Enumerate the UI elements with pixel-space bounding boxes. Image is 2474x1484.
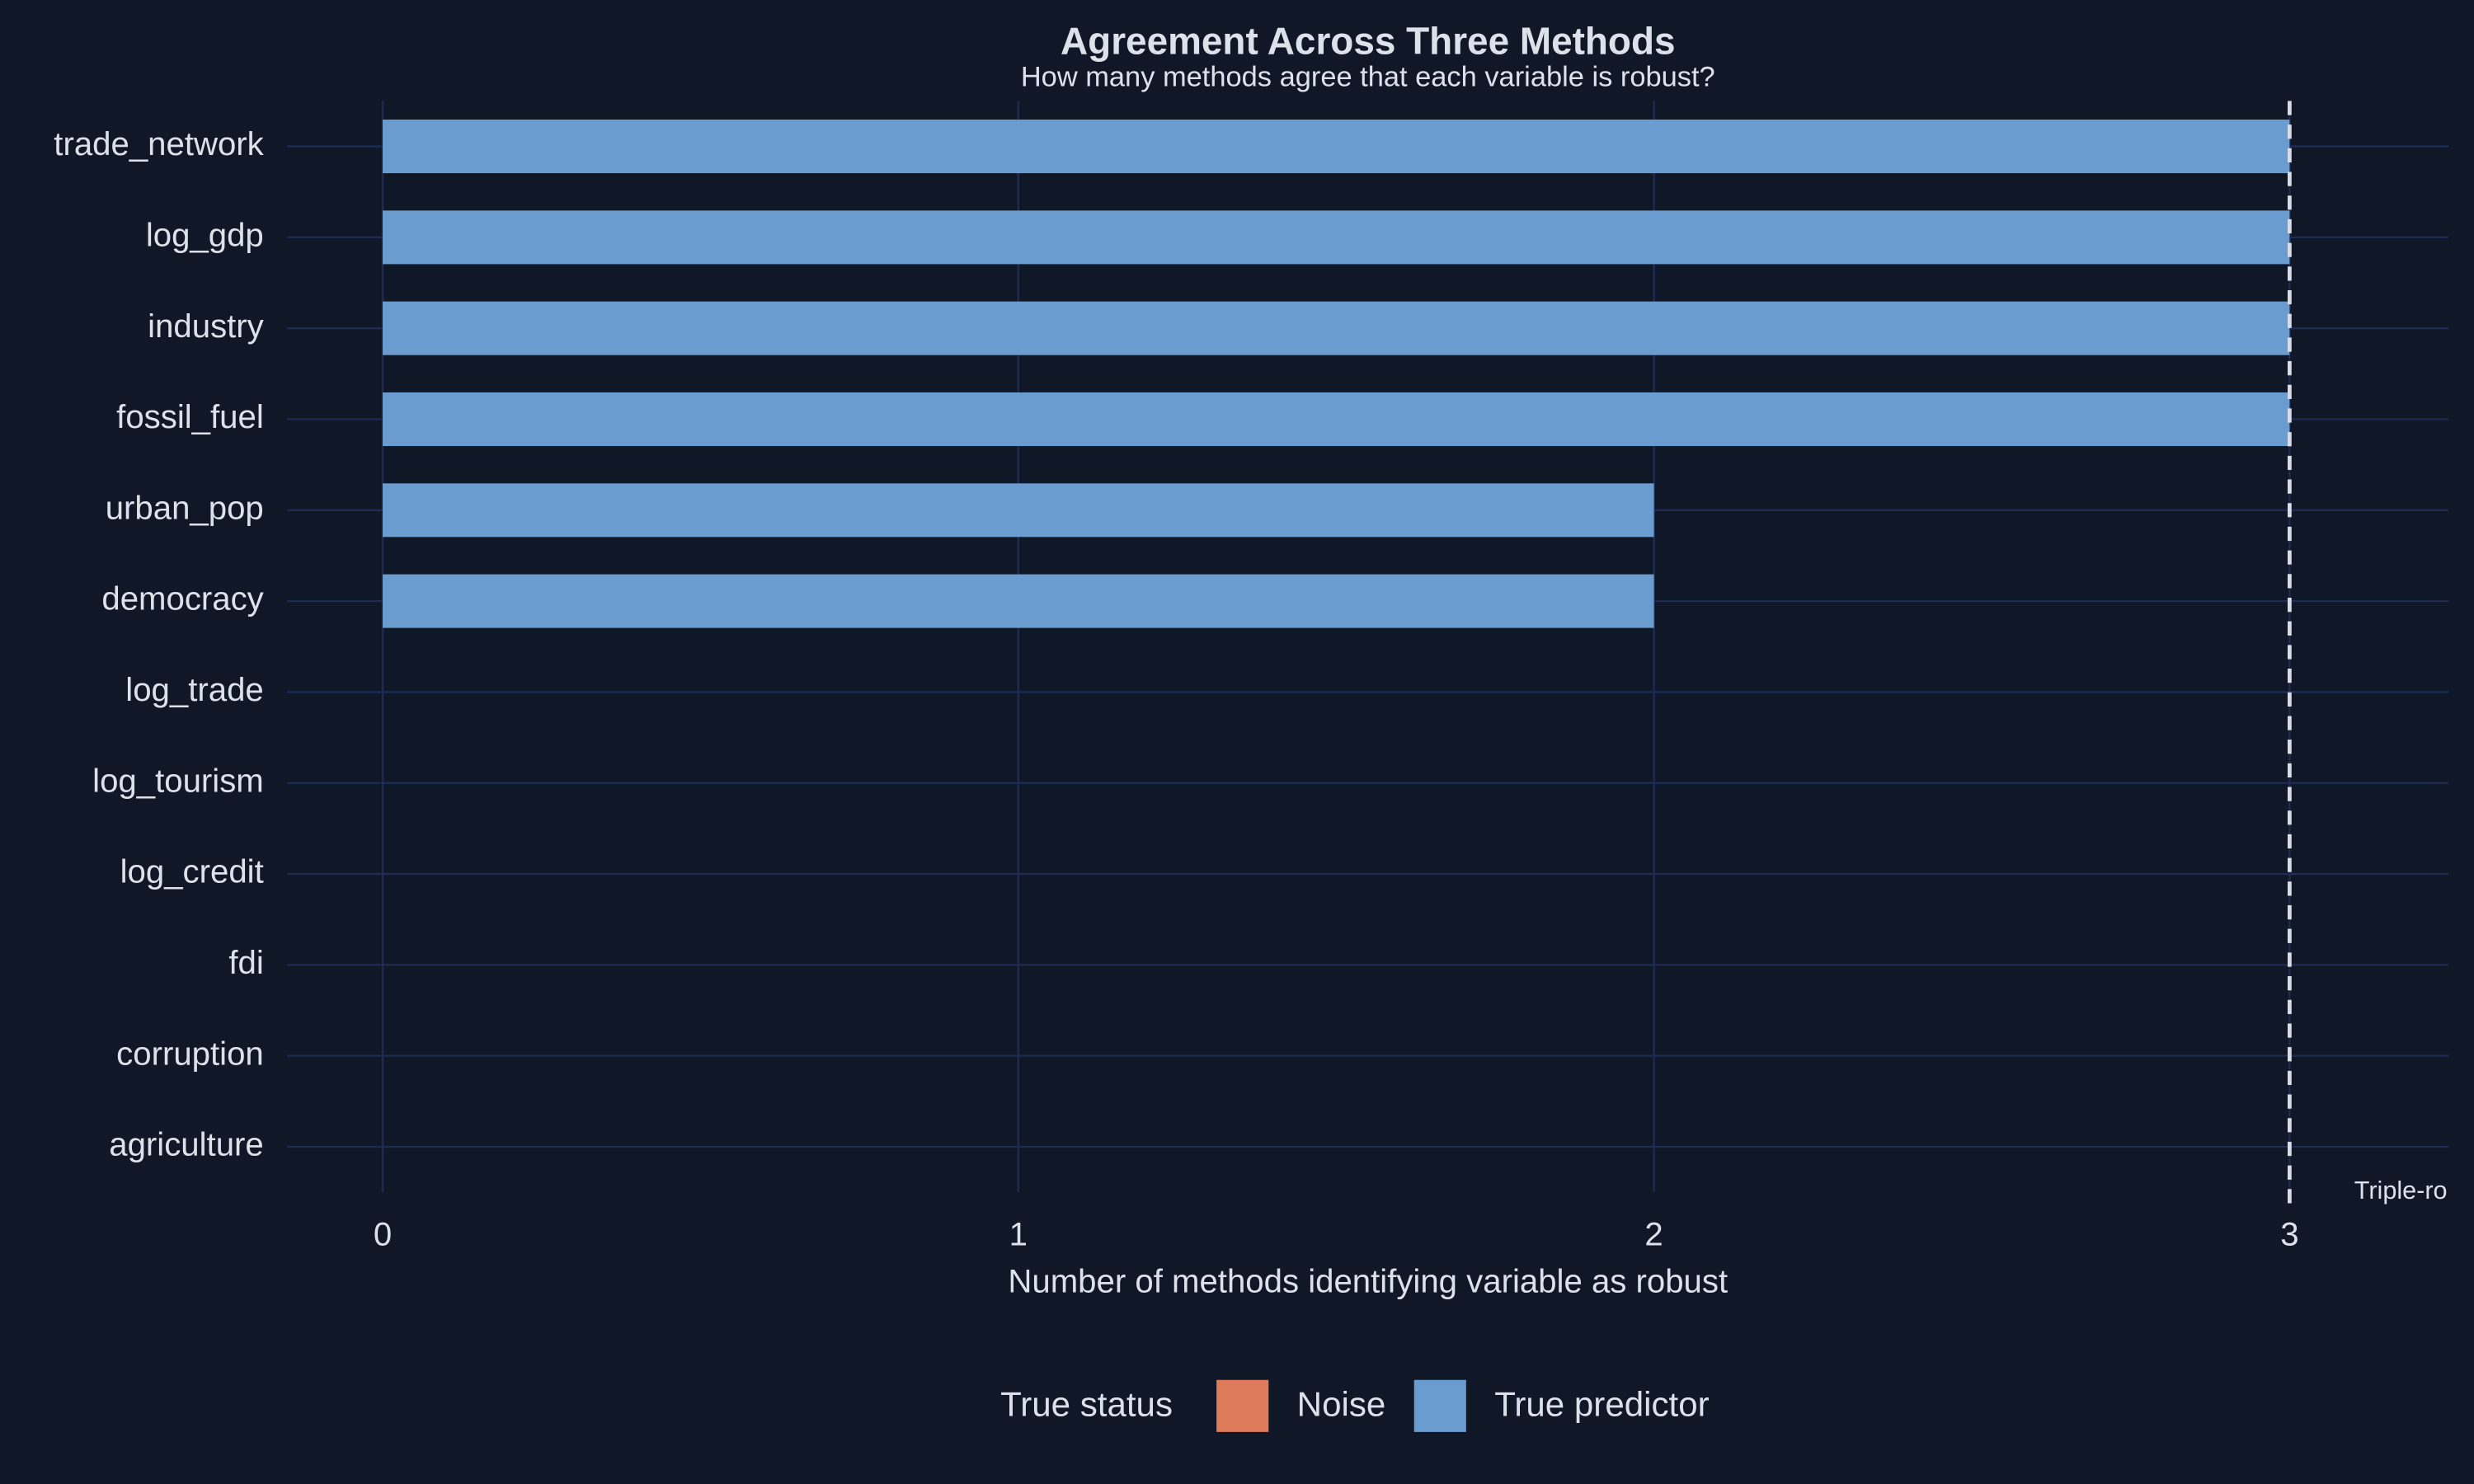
x-tick-label: 0 [374,1215,392,1252]
y-tick-label: industry [148,308,264,345]
legend-title: True status [1000,1384,1173,1423]
legend-swatch [1216,1379,1269,1432]
x-tick-label: 1 [1009,1215,1028,1252]
y-tick-label: log_credit [120,853,264,890]
bar [383,574,1654,628]
chart-subtitle: How many methods agree that each variabl… [1021,62,1715,93]
y-tick-label: fdi [228,944,263,981]
bar [383,483,1654,538]
y-tick-label: urban_pop [106,489,264,526]
legend-label: True predictor [1494,1384,1709,1423]
y-tick-label: log_trade [125,671,263,708]
y-tick-label: log_tourism [92,762,264,799]
y-tick-label: log_gdp [146,216,264,253]
bar [383,120,2290,174]
bar [383,210,2290,265]
legend: True status Noise True predictor [1000,1379,1710,1432]
x-tick-label: 3 [2280,1215,2298,1252]
y-tick-label: democracy [101,580,263,618]
y-tick-label: fossil_fuel [116,398,264,435]
y-tick-label: corruption [116,1035,264,1072]
bar [383,392,2290,447]
y-tick-label: trade_network [54,125,264,162]
annotation: Triple-ro [2354,1176,2448,1205]
y-tick-label: agriculture [109,1126,264,1163]
legend-label: Noise [1297,1384,1386,1423]
x-tick-label: 2 [1644,1215,1663,1252]
chart-title: Agreement Across Three Methods [1061,20,1675,63]
x-axis-title: Number of methods identifying variable a… [1008,1263,1728,1300]
legend-swatch [1413,1379,1466,1432]
bar [383,301,2290,355]
